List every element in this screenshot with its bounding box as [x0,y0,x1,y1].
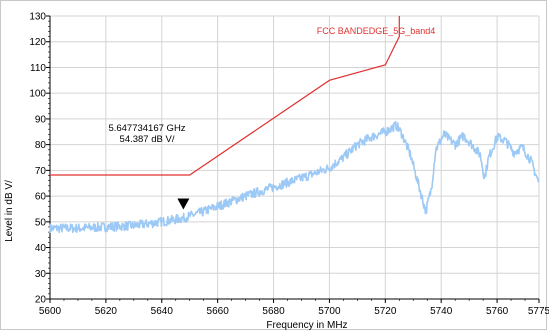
y-tick-label: 60 [35,192,47,203]
x-tick-label: 5640 [151,306,174,317]
y-tick-label: 40 [35,243,47,254]
x-tick-label: 5740 [430,306,453,317]
y-tick-label: 70 [35,166,47,177]
marker-triangle [177,198,190,210]
x-tick-label: 5700 [318,306,341,317]
marker-level-label: 54.387 dB V/ [120,134,175,145]
x-tick-label: 5760 [486,306,509,317]
marker-frequency-label: 5.647734167 GHz [108,123,185,134]
y-tick-label: 90 [35,114,47,125]
y-axis-label: Level in dB V/ [4,180,15,242]
y-tick-label: 130 [29,12,46,23]
x-tick-label: 5600 [39,306,62,317]
limit-layer [50,16,400,176]
marker-layer [177,198,190,210]
y-tick-label: 100 [29,89,46,100]
y-tick-label: 110 [30,63,46,74]
y-tick-label: 20 [35,295,47,306]
x-tick-label: 5620 [95,306,118,317]
x-tick-label: 5680 [262,306,285,317]
y-tick-label: 30 [35,269,47,280]
limit-line-label: FCC BANDEDGE_5G_band4 [317,26,436,36]
y-tick-label: 50 [35,217,47,228]
grid [49,15,540,300]
limit-line [50,16,400,176]
x-tick-label: 5775 [528,306,549,317]
series-layer [49,120,540,234]
x-tick-label: 5660 [207,306,230,317]
measurement-trace [49,120,540,234]
x-axis-label: Frequency in MHz [266,320,347,331]
plot-area [50,16,539,299]
y-tick-label: 120 [29,37,46,48]
tick-labels: 20 30 40 50 60 70 80 90 100 110 120 130 5600 5620 5640… [29,12,549,318]
y-tick-label: 80 [35,140,47,151]
x-tick-label: 5720 [374,306,397,317]
axes [46,15,540,303]
